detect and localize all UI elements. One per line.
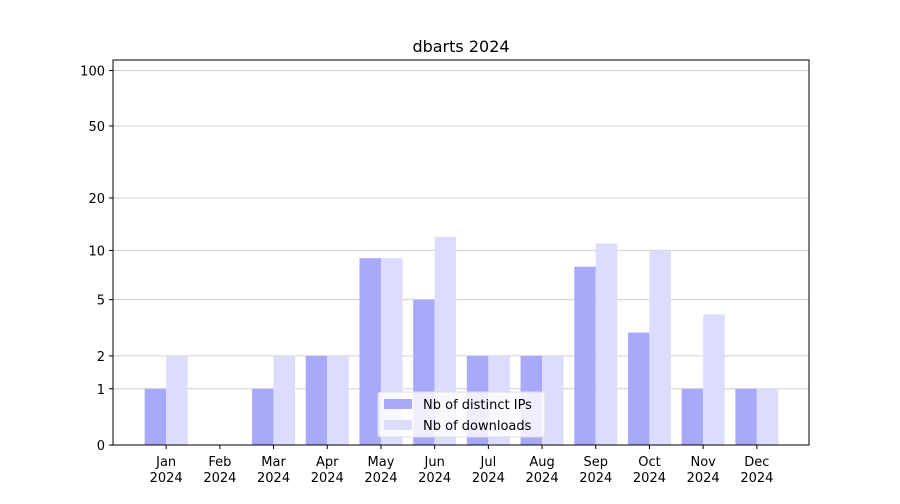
bar	[735, 388, 757, 445]
y-tick-label: 2	[97, 350, 105, 365]
x-tick-label-line: Feb	[208, 455, 231, 470]
legend-box	[377, 391, 546, 438]
bar	[252, 388, 274, 445]
x-tick-label-line: 2024	[579, 471, 612, 486]
x-tick-label: Nov 2024	[687, 455, 720, 486]
x-tick-label-line: Jan	[155, 455, 176, 470]
x-tick-label-line: Sep	[584, 455, 609, 470]
y-tick-label: 10	[88, 244, 105, 259]
x-tick-label-line: 2024	[687, 471, 720, 486]
bar	[542, 355, 564, 445]
x-tick-label: Feb 2024	[203, 455, 236, 486]
x-tick-label-line: 2024	[257, 471, 290, 486]
x-tick-label: Dec 2024	[740, 455, 773, 486]
bar	[166, 355, 188, 445]
x-tick-label: Sep 2024	[579, 455, 612, 486]
x-tick-label-line: 2024	[526, 471, 559, 486]
bar	[144, 388, 167, 445]
legend-label: Nb of downloads	[423, 419, 532, 434]
x-tick-label-line: 2024	[203, 471, 236, 486]
bar	[703, 314, 725, 445]
bar	[305, 355, 328, 445]
x-tick-label: Oct 2024	[633, 455, 666, 486]
x-tick-label-line: 2024	[472, 471, 505, 486]
chart-title: dbarts 2024	[412, 37, 509, 56]
x-tick-label: May 2024	[364, 455, 397, 486]
y-tick-label: 0	[97, 439, 105, 454]
bar	[681, 388, 704, 445]
bar	[359, 258, 381, 445]
plot-frame	[112, 59, 810, 446]
bar	[273, 355, 296, 445]
y-tick-label: 20	[88, 192, 105, 207]
y-tick-label: 100	[80, 65, 105, 80]
x-tick-label-line: Jul	[480, 455, 497, 470]
x-tick-label: Jul 2024	[472, 455, 505, 486]
x-tick-label-line: Aug	[529, 455, 554, 470]
x-tick-label-line: 2024	[364, 471, 397, 486]
x-tick-label-line: Apr	[316, 455, 339, 470]
bar	[574, 266, 596, 445]
bar	[649, 250, 671, 445]
x-tick-label-line: 2024	[633, 471, 666, 486]
legend-label: Nb of distinct IPs	[423, 398, 532, 413]
x-tick-label-line: May	[368, 455, 395, 470]
bar	[595, 243, 618, 445]
x-tick-label: Aug 2024	[526, 455, 559, 486]
x-tick-label-line: Oct	[638, 455, 660, 470]
x-tick-label-line: 2024	[740, 471, 773, 486]
x-tick-label: Jun 2024	[418, 455, 451, 486]
legend-swatch	[384, 399, 412, 409]
x-tick-label-line: Nov	[690, 455, 716, 470]
y-tick-label: 5	[97, 294, 105, 309]
x-tick-label: Mar 2024	[257, 455, 290, 486]
bar	[627, 332, 650, 445]
x-tick-label-line: Mar	[261, 455, 286, 470]
bar	[756, 388, 779, 445]
legend-swatch	[384, 420, 412, 430]
x-tick-label-line: 2024	[418, 471, 451, 486]
x-tick-label-line: Jun	[424, 455, 445, 470]
x-tick-label-line: 2024	[150, 471, 183, 486]
y-tick-label: 50	[88, 120, 105, 135]
x-tick-label: Jan 2024	[150, 455, 183, 486]
x-tick-label-line: 2024	[311, 471, 344, 486]
x-tick-label-line: Dec	[744, 455, 769, 470]
bar	[327, 355, 349, 445]
x-tick-label: Apr 2024	[311, 455, 344, 486]
y-tick-label: 1	[97, 383, 105, 398]
